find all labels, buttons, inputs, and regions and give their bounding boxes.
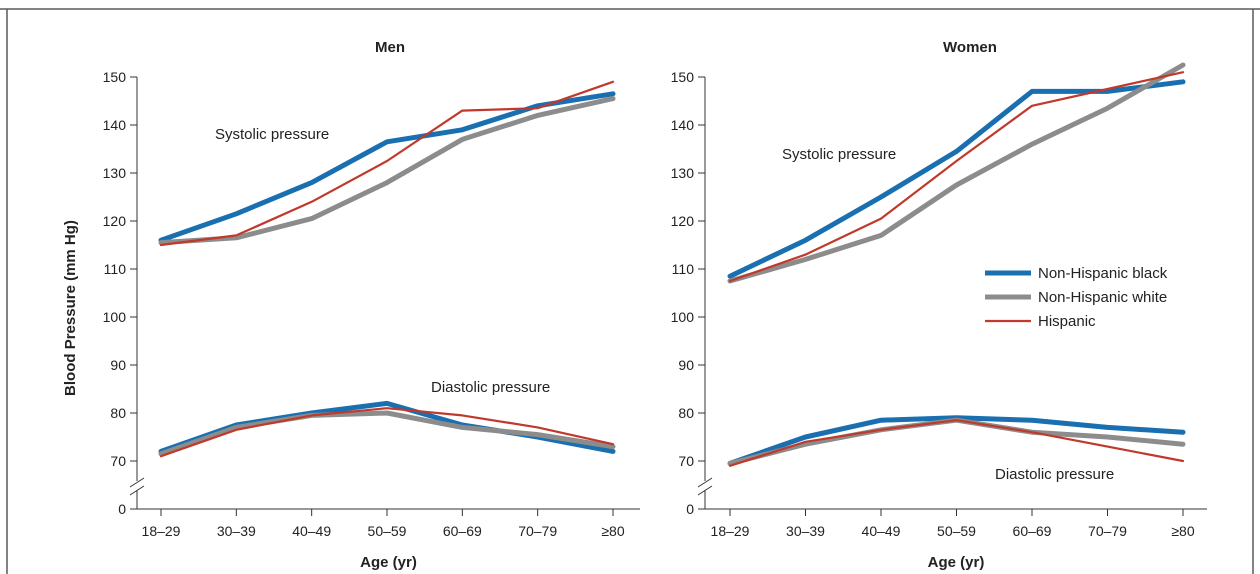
x-tick-label: 60–69 <box>443 523 482 539</box>
x-tick-label: ≥80 <box>1171 523 1194 539</box>
women-panel: Women 0 70 80 90 100 110 120 130 140 150 18–29 30–39… <box>671 39 1207 571</box>
y-tick-label: 150 <box>103 69 127 85</box>
y-tick-label: 0 <box>686 501 694 517</box>
panel-title: Men <box>375 39 405 56</box>
y-tick-label: 70 <box>678 453 694 469</box>
series-line-non-hispanic-black-systolic <box>158 91 616 243</box>
x-tick-label: 70–79 <box>1088 523 1127 539</box>
x-tick-label: 60–69 <box>1013 523 1052 539</box>
x-tick-label: 18–29 <box>711 523 750 539</box>
y-tick-label: 80 <box>110 405 126 421</box>
men-panel: Men 0 70 80 90 100 110 120 130 140 150 18–29 30–39 40… <box>103 39 640 571</box>
y-tick-label: 140 <box>671 117 695 133</box>
y-tick-label: 100 <box>103 309 127 325</box>
x-tick-label: 30–39 <box>786 523 825 539</box>
y-tick-label: 70 <box>110 453 126 469</box>
x-tick-label: 50–59 <box>937 523 976 539</box>
legend-label: Non-Hispanic black <box>1038 265 1168 282</box>
series-line-hispanic-systolic <box>728 71 1185 283</box>
panel-title: Women <box>943 39 997 56</box>
y-tick-label: 100 <box>671 309 695 325</box>
x-tick-label: 18–29 <box>142 523 181 539</box>
x-tick-label: 40–49 <box>292 523 331 539</box>
series-line-non-hispanic-black-diastolic <box>727 415 1186 466</box>
systolic-annotation: Systolic pressure <box>782 146 896 163</box>
y-tick-label: 130 <box>671 165 695 181</box>
series-line-hispanic-systolic <box>159 80 615 247</box>
y-tick-label: 140 <box>103 117 127 133</box>
y-tick-label: 120 <box>103 213 127 229</box>
axis-break-mark-lower <box>697 485 713 496</box>
y-tick-label: 130 <box>103 165 127 181</box>
series-line-hispanic-diastolic <box>159 407 615 458</box>
y-tick-label: 80 <box>678 405 694 421</box>
axis-break-mark-upper <box>129 477 145 488</box>
legend-label: Non-Hispanic white <box>1038 289 1167 306</box>
y-tick-label: 90 <box>678 357 694 373</box>
x-tick-label: 40–49 <box>862 523 901 539</box>
systolic-annotation: Systolic pressure <box>215 126 329 143</box>
x-tick-label: 30–39 <box>217 523 256 539</box>
series-line-non-hispanic-white-systolic <box>158 96 616 246</box>
legend: Non-Hispanic black Non-Hispanic white Hisp… <box>985 265 1168 330</box>
axis-break-mark-lower <box>129 485 145 496</box>
y-tick-label: 90 <box>110 357 126 373</box>
axis-break-mark-upper <box>697 477 713 488</box>
diastolic-annotation: Diastolic pressure <box>995 466 1114 483</box>
x-axis-label: Age (yr) <box>360 554 417 571</box>
series-line-hispanic-diastolic <box>728 419 1185 467</box>
y-tick-label: 0 <box>118 501 126 517</box>
y-axis-label: Blood Pressure (mm Hg) <box>62 220 79 396</box>
x-tick-label: ≥80 <box>601 523 624 539</box>
y-tick-label: 120 <box>671 213 695 229</box>
y-tick-label: 110 <box>672 261 695 277</box>
legend-label: Hispanic <box>1038 313 1096 330</box>
series-line-non-hispanic-white-systolic <box>727 62 1186 284</box>
x-tick-label: 70–79 <box>518 523 557 539</box>
y-tick-label: 150 <box>671 69 695 85</box>
diastolic-annotation: Diastolic pressure <box>431 379 550 396</box>
x-tick-label: 50–59 <box>368 523 407 539</box>
x-axis-label: Age (yr) <box>928 554 985 571</box>
y-tick-label: 110 <box>104 261 127 277</box>
series-line-non-hispanic-white-diastolic <box>158 410 616 457</box>
series-line-non-hispanic-black-systolic <box>727 79 1186 279</box>
